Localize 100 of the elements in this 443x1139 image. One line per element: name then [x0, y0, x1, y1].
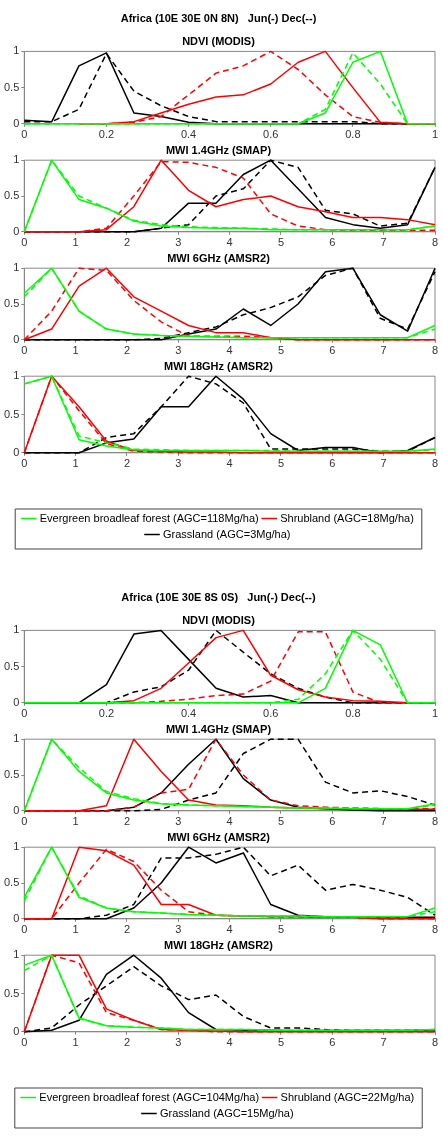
- y-tick-label: 0: [13, 116, 20, 129]
- x-tick-label: 7: [380, 815, 387, 828]
- chart-subtitle: MWI 1.4GHz (SMAP): [165, 722, 272, 735]
- x-tick-label: 0.2: [98, 128, 115, 141]
- y-tick-label: 1: [13, 153, 20, 166]
- x-tick-label: 3: [175, 815, 182, 828]
- x-tick-label: 0.6: [263, 128, 279, 141]
- y-tick-label: 0: [13, 224, 20, 237]
- y-tick-label: 0.5: [3, 407, 20, 420]
- x-tick-label: 0: [21, 707, 28, 720]
- y-tick-label: 1: [13, 732, 20, 745]
- x-tick-label: 6: [329, 815, 336, 828]
- x-tick-label: 7: [380, 923, 387, 936]
- x-tick-label: 2: [123, 236, 131, 249]
- y-tick-label: 1: [13, 840, 20, 853]
- chart-title: Africa (10E 30E 8S 0S) Jun(-) Dec(--): [121, 590, 317, 603]
- x-tick-label: 6: [329, 1036, 336, 1049]
- y-tick-label: 0: [13, 695, 20, 708]
- x-tick-label: 4: [226, 815, 233, 828]
- x-tick-label: 1: [72, 815, 79, 828]
- x-tick-label: 1: [72, 236, 79, 249]
- x-tick-label: 1: [72, 344, 79, 357]
- x-tick-label: 3: [175, 457, 182, 470]
- x-tick-label: 8: [431, 457, 439, 470]
- y-tick-label: 0.5: [3, 986, 20, 999]
- x-tick-label: 0: [21, 128, 28, 141]
- y-tick-label: 0: [13, 332, 20, 345]
- chart-subtitle: MWI 6GHz (AMSR2): [167, 830, 271, 843]
- legend-label: Grassland (AGC=15Mg/ha): [159, 1106, 294, 1119]
- y-tick-label: 0.5: [3, 876, 20, 889]
- x-tick-label: 0.4: [180, 707, 197, 720]
- legend-label: Shrubland (AGC=18Mg/ha): [280, 511, 414, 524]
- y-tick-label: 0.5: [3, 80, 20, 93]
- chart-title: Africa (10E 30E 0N 8N) Jun(-) Dec(--): [120, 11, 317, 24]
- x-tick-label: 6: [329, 236, 336, 249]
- x-tick-label: 1: [431, 707, 439, 720]
- y-tick-label: 1: [13, 44, 20, 57]
- x-tick-label: 5: [277, 344, 285, 357]
- x-tick-label: 1: [72, 457, 79, 470]
- x-tick-label: 0: [21, 923, 28, 936]
- x-tick-label: 0: [21, 236, 28, 249]
- legend-label: Evergreen broadleaf forest (AGC=104Mg/ha): [39, 1090, 260, 1103]
- legend-label: Evergreen broadleaf forest (AGC=118Mg/ha): [39, 511, 259, 524]
- y-tick-label: 0.5: [3, 659, 20, 672]
- x-tick-label: 5: [277, 457, 285, 470]
- chart-subtitle: NDVI (MODIS): [182, 613, 256, 626]
- chart-subtitle: MWI 18GHz (AMSR2): [164, 938, 274, 951]
- y-tick-label: 0.5: [3, 768, 20, 781]
- x-tick-label: 7: [380, 457, 387, 470]
- x-tick-label: 4: [226, 344, 233, 357]
- x-tick-label: 2: [123, 1036, 131, 1049]
- x-tick-label: 7: [380, 1036, 387, 1049]
- x-tick-label: 3: [175, 236, 182, 249]
- x-tick-label: 3: [175, 1036, 182, 1049]
- x-tick-label: 6: [329, 457, 336, 470]
- x-tick-label: 4: [226, 1036, 233, 1049]
- x-tick-label: 0.6: [263, 707, 279, 720]
- legend-label: Grassland (AGC=3Mg/ha): [163, 527, 291, 540]
- y-tick-label: 1: [13, 369, 20, 382]
- x-tick-label: 2: [123, 457, 131, 470]
- x-tick-label: 0: [21, 1036, 28, 1049]
- x-tick-label: 0.4: [180, 128, 197, 141]
- x-tick-label: 8: [431, 815, 439, 828]
- x-tick-label: 1: [72, 1036, 79, 1049]
- x-tick-label: 8: [431, 923, 439, 936]
- x-tick-label: 5: [277, 815, 285, 828]
- x-tick-label: 5: [277, 236, 285, 249]
- chart-subtitle: MWI 1.4GHz (SMAP): [165, 143, 272, 156]
- y-tick-label: 1: [13, 948, 20, 961]
- x-tick-label: 0: [21, 815, 28, 828]
- x-tick-label: 1: [431, 128, 439, 141]
- x-tick-label: 0: [21, 457, 28, 470]
- x-tick-label: 3: [175, 344, 182, 357]
- x-tick-label: 4: [226, 457, 233, 470]
- x-tick-label: 5: [277, 923, 285, 936]
- x-tick-label: 6: [329, 344, 336, 357]
- x-tick-label: 0: [21, 344, 28, 357]
- chart-subtitle: MWI 6GHz (AMSR2): [167, 251, 271, 264]
- x-tick-label: 6: [329, 923, 336, 936]
- y-tick-label: 0: [13, 803, 20, 816]
- x-tick-label: 2: [123, 815, 131, 828]
- x-tick-label: 8: [431, 344, 439, 357]
- x-tick-label: 2: [123, 344, 131, 357]
- y-tick-label: 0.5: [3, 189, 20, 202]
- chart-subtitle: NDVI (MODIS): [182, 34, 256, 47]
- y-tick-label: 0: [13, 911, 20, 924]
- x-tick-label: 4: [226, 923, 233, 936]
- chart-subtitle: MWI 18GHz (AMSR2): [164, 359, 274, 372]
- y-tick-label: 1: [13, 261, 20, 274]
- x-tick-label: 4: [226, 236, 233, 249]
- x-tick-label: 5: [277, 1036, 285, 1049]
- x-tick-label: 7: [380, 236, 387, 249]
- x-tick-label: 0.2: [98, 707, 115, 720]
- x-tick-label: 7: [380, 344, 387, 357]
- y-tick-label: 0: [13, 1024, 20, 1037]
- x-tick-label: 8: [431, 236, 439, 249]
- y-tick-label: 1: [13, 623, 20, 636]
- x-tick-label: 0.8: [345, 128, 361, 141]
- legend-label: Shrubland (AGC=22Mg/ha): [280, 1090, 415, 1103]
- x-tick-label: 0.8: [345, 707, 361, 720]
